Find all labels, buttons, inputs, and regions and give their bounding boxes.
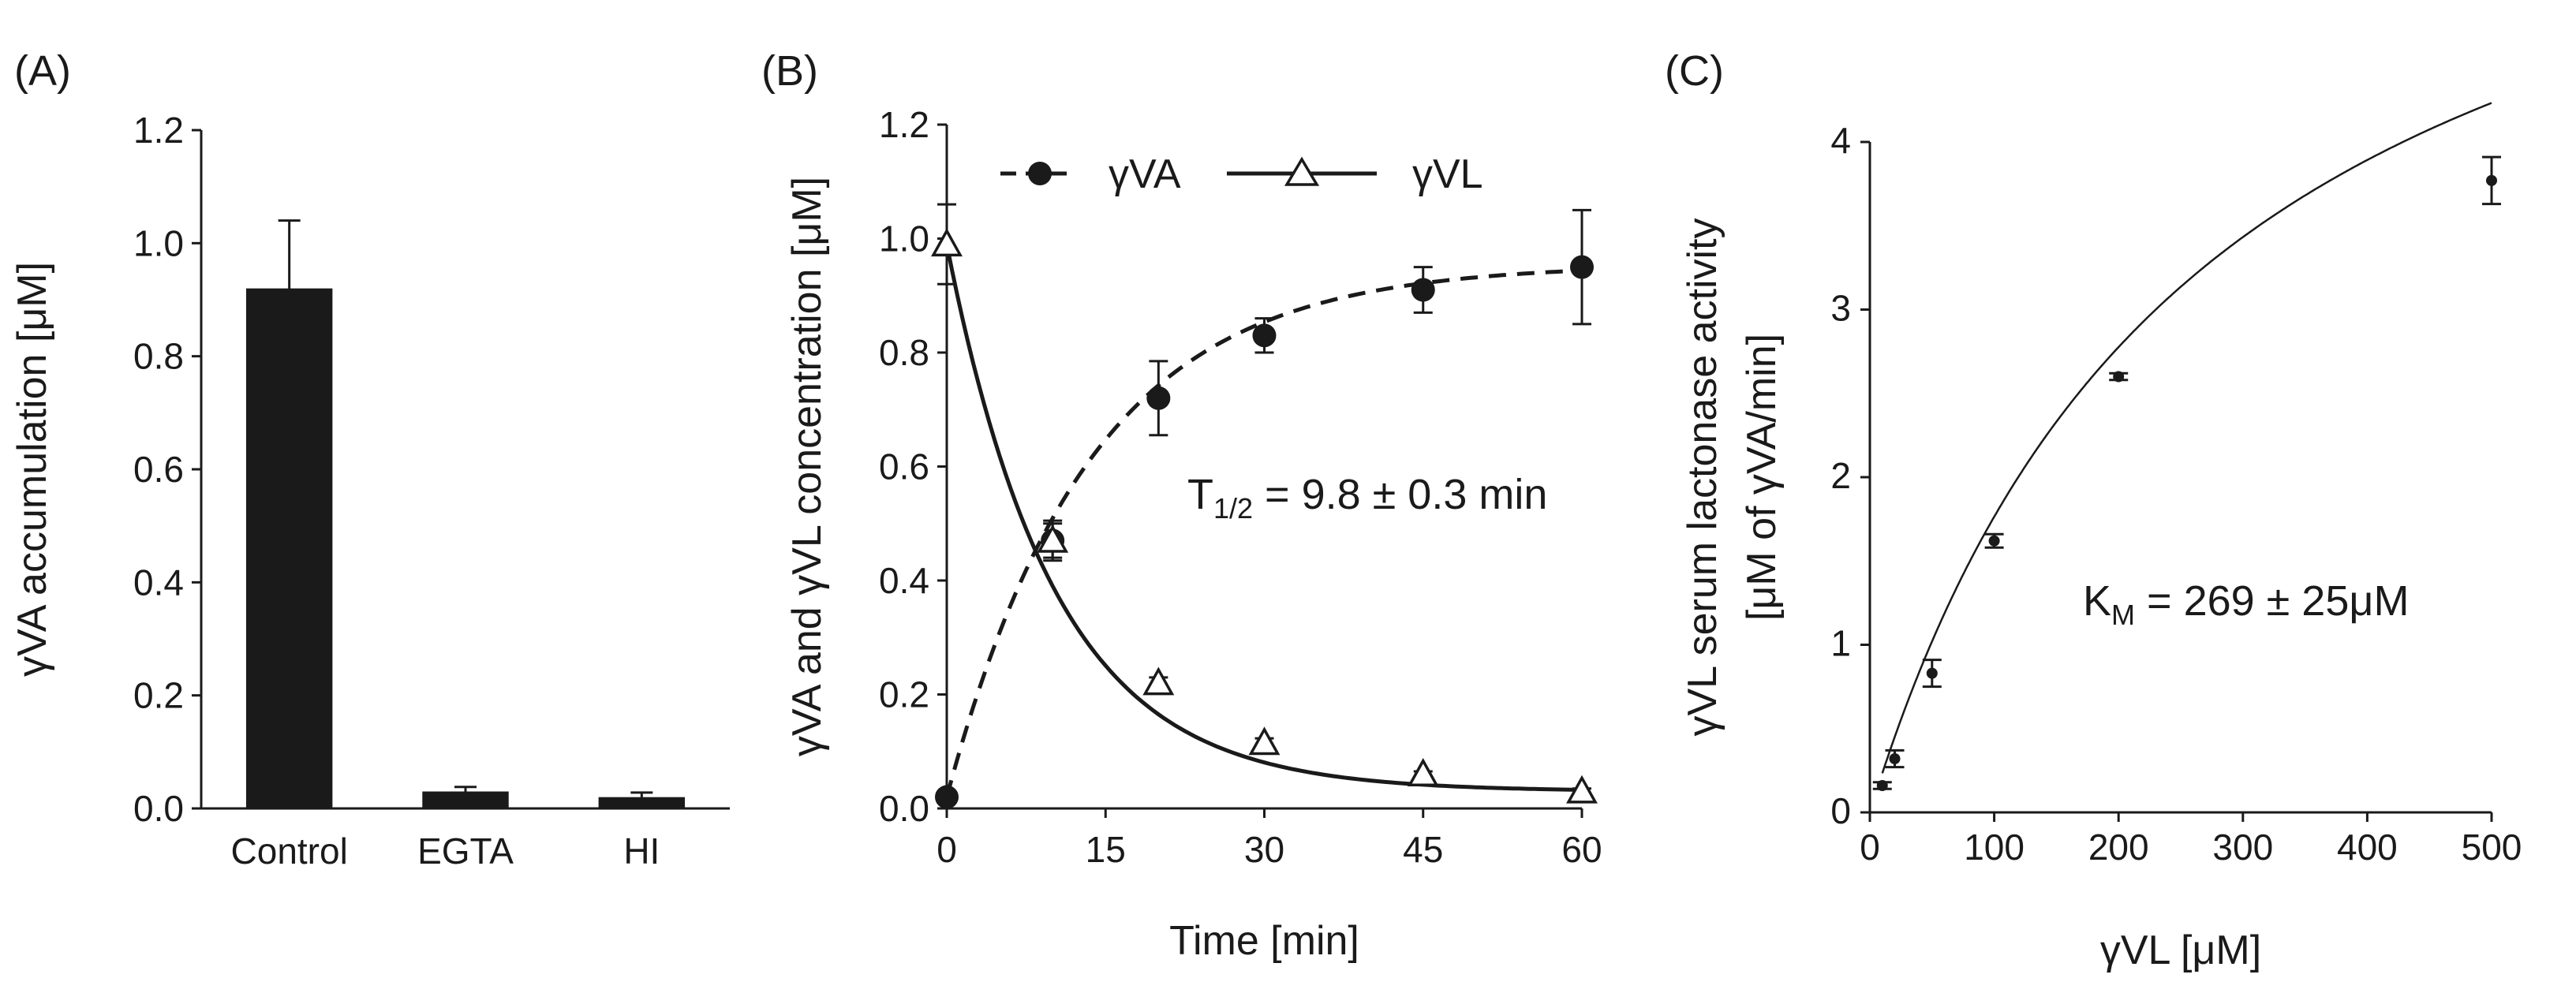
point-gva [1411,278,1435,302]
bar-control [245,288,333,809]
panel-c: (C) 0 1 2 3 4 0 100 200 300 400 500 γVL [μM] γVL seru… [1665,47,2522,973]
panel-label-b: (B) [761,47,818,95]
y-tick-label-b: 0.2 [879,674,929,715]
legend-marker-gva [1028,162,1052,185]
x-tick-label-c: 0 [1860,827,1880,868]
series-line-gva [944,268,1583,798]
point-c [2486,174,2497,186]
point-gvl [1407,758,1439,786]
category-label: EGTA [417,831,514,872]
point-c [1988,535,2000,547]
x-tick-label-c: 200 [2088,827,2149,868]
y-tick-label-b: 0.4 [879,560,929,601]
point-gvl [1566,775,1598,804]
y-tick-label-a: 0.6 [133,449,184,490]
fit-curve [1881,102,2492,774]
point-gvl [1142,666,1175,696]
panel-a: (A) 0.0 0.2 0.4 0.6 0.8 1.0 1.2 Control EGTA HI γVA… [9,47,730,872]
x-tick-label-c: 400 [2337,827,2398,868]
point-gvl [1248,726,1281,756]
panel-b: (B) 0.0 0.2 0.4 0.6 0.8 1.0 1.2 0 15 30 45 60 Time [m… [761,47,1602,964]
y-axis-label-b: γVA and γVL concentration [μM] [784,177,830,756]
y-axis-label-c-line2: [μM of γVA/min] [1739,334,1785,621]
y-tick-label-a: 1.2 [133,110,184,151]
x-tick-label-b: 60 [1561,829,1602,870]
y-tick-label-b: 1.0 [879,218,929,259]
point-c [2113,371,2125,383]
category-label: HI [623,831,660,872]
x-tick-label-c: 500 [2462,827,2522,868]
y-tick-label-c: 3 [1830,288,1851,329]
point-gva [1146,386,1171,410]
legend-marker-gvl [1284,156,1320,186]
point-c [1889,753,1901,764]
y-tick-label-a: 0.2 [133,675,184,716]
point-c [1926,667,1938,679]
point-gvl [931,228,963,257]
x-axis-label-c: γVL [μM] [2100,928,2261,973]
x-axis-label-b: Time [min] [1169,918,1359,964]
y-tick-label-c: 4 [1830,120,1851,161]
annotation-km: KM = 269 ± 25μM [2083,577,2409,631]
x-tick-label-c: 300 [2212,827,2273,868]
point-c [1876,780,1888,791]
y-tick-label-c: 1 [1830,623,1851,664]
point-gvl [1037,524,1069,553]
x-tick-label-b: 45 [1403,829,1443,870]
panel-label-a: (A) [14,47,71,95]
series-line-gvl [944,244,1583,792]
legend-label-gvl: γVL [1412,151,1483,197]
x-tick-label-c: 100 [1964,827,2025,868]
panel-label-c: (C) [1665,47,1724,95]
y-tick-label-c: 0 [1830,790,1851,831]
point-gva [1252,323,1277,348]
y-axis-label-a: γVA accumulation [μM] [9,262,55,677]
x-tick-label-b: 0 [937,829,957,870]
annotation-t-half: T1/2 = 9.8 ± 0.3 min [1187,471,1547,524]
y-tick-label-b: 0.6 [879,446,929,487]
y-tick-label-a: 0.8 [133,336,184,377]
point-gva [1570,255,1594,279]
y-tick-label-b: 0.0 [879,788,929,829]
y-tick-label-a: 0.4 [133,562,184,603]
y-tick-label-b: 0.8 [879,332,929,373]
bar-egta [422,791,509,808]
y-tick-label-c: 2 [1830,455,1851,496]
y-tick-label-a: 0.0 [133,788,184,829]
legend-label-gva: γVA [1109,151,1181,197]
y-tick-label-a: 1.0 [133,222,184,263]
y-axis-label-c-line1: γVL serum lactonase activity [1680,218,1725,736]
category-label: Control [231,831,348,872]
point-gva [935,785,959,809]
y-tick-label-b: 1.2 [879,104,929,145]
x-tick-label-b: 15 [1086,829,1126,870]
x-tick-label-b: 30 [1244,829,1284,870]
